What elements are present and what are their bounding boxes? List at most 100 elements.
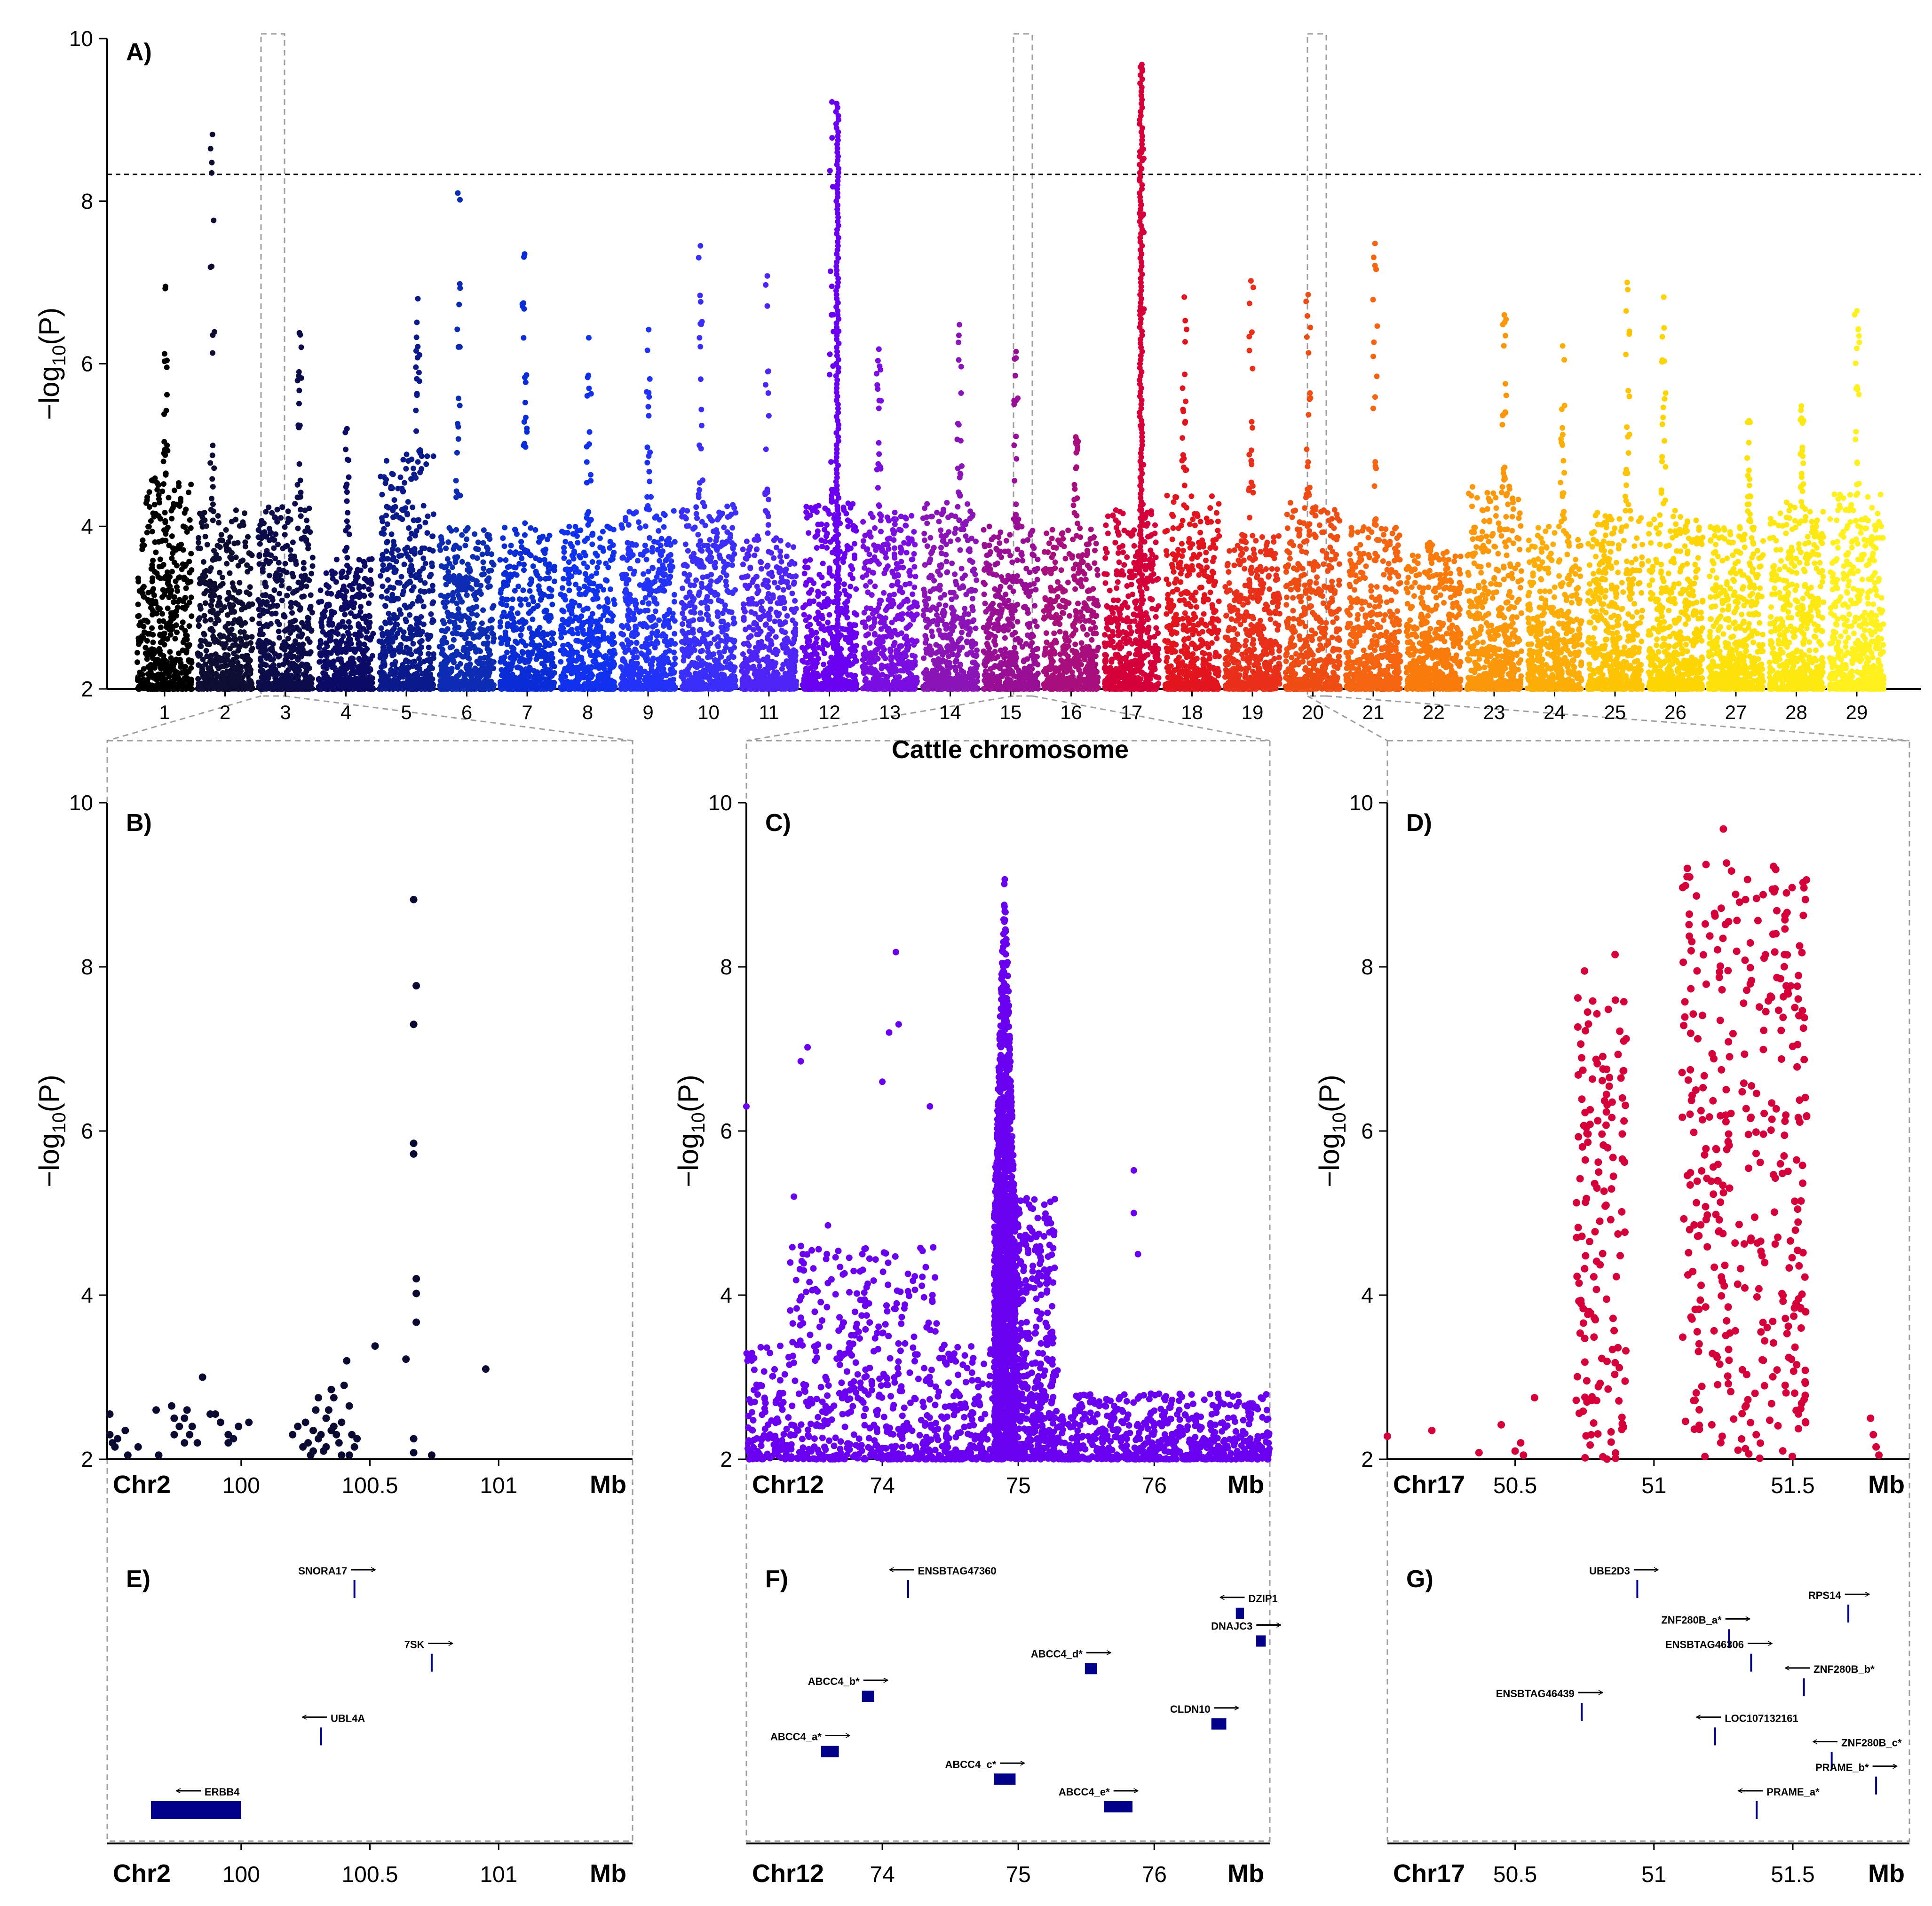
snp-point [459,654,466,660]
snp-point [521,443,527,449]
snp-point [386,686,392,692]
x-tick-label-chr11: 11 [759,701,779,723]
snp-point [202,600,208,606]
snp-point [424,530,430,536]
snp-point [545,656,551,663]
snp-point [519,656,525,662]
snp-point [272,651,278,657]
snp-point [226,547,232,553]
snp-point [316,686,322,692]
snp-point [343,446,348,452]
snp-point [550,630,556,636]
snp-point [208,602,214,608]
snp-point [287,517,293,523]
snp-point [209,263,215,269]
snp-point [644,444,650,451]
snp-point [302,507,308,514]
snp-point [171,501,177,507]
snp-point [145,524,151,530]
snp-point [589,559,595,565]
snp-point [403,466,409,472]
snp-point [407,604,413,610]
snp-point [173,547,179,553]
snp-point [413,685,420,691]
snp-point [323,570,329,576]
snp-point [654,628,660,634]
snp-point [303,583,309,589]
snp-point [566,587,572,593]
snp-point [497,679,503,685]
snp-point [356,621,362,627]
snp-point [420,603,427,609]
snp-point [276,560,282,566]
snp-point [627,592,633,598]
snp-point [258,602,264,608]
snp-point [302,673,309,680]
snp-point [485,655,491,661]
snp-point [530,563,536,569]
snp-point [457,285,463,291]
snp-point [184,529,190,535]
snp-point [145,664,151,670]
snp-point [197,615,203,621]
snp-point [298,663,304,668]
zoom-funnel-line [1326,695,1910,742]
snp-point [347,624,353,630]
snp-point [240,522,246,528]
snp-point [636,609,642,615]
snp-point [672,631,678,637]
snp-point [384,631,390,637]
snp-point [566,523,572,530]
snp-point [429,583,435,589]
snp-point [585,643,591,649]
snp-point [500,601,506,607]
snp-point [298,573,304,579]
snp-point [632,672,638,678]
snp-point [644,577,650,583]
snp-point [158,538,165,544]
snp-point [363,613,368,619]
snp-point [443,546,449,552]
snp-point [176,543,182,549]
snp-point [510,596,515,602]
snp-point [489,617,495,623]
snp-point [144,530,150,536]
snp-point [331,686,337,692]
snp-point [586,429,593,435]
snp-point [141,624,147,630]
snp-point [320,664,326,670]
snp-point [263,662,269,668]
snp-point [444,599,450,605]
snp-point [350,604,356,610]
snp-point [183,577,190,583]
snp-point [594,570,600,576]
snp-point [404,512,411,518]
snp-point [543,615,549,621]
snp-point [601,666,607,672]
snp-point [410,504,416,510]
snp-point [530,617,536,623]
snp-point [649,641,655,647]
snp-point [457,197,463,203]
snp-point [255,534,261,540]
snp-point [305,621,311,627]
snp-point [235,664,241,670]
snp-point [562,668,568,674]
snp-point [368,567,374,573]
snp-point [521,562,527,568]
snp-point [216,594,222,601]
snp-point [280,568,286,574]
snp-point [390,585,396,591]
snp-point [333,579,339,585]
snp-point [157,499,163,506]
snp-point [175,675,182,681]
snp-point [286,585,292,592]
snp-point [357,567,364,573]
x-tick-label-chr19: 19 [1242,701,1264,723]
snp-point [405,499,411,505]
snp-point [474,555,480,561]
snp-point [304,680,310,686]
snp-point [195,676,201,682]
snp-point [380,562,386,568]
snp-point [572,678,578,684]
